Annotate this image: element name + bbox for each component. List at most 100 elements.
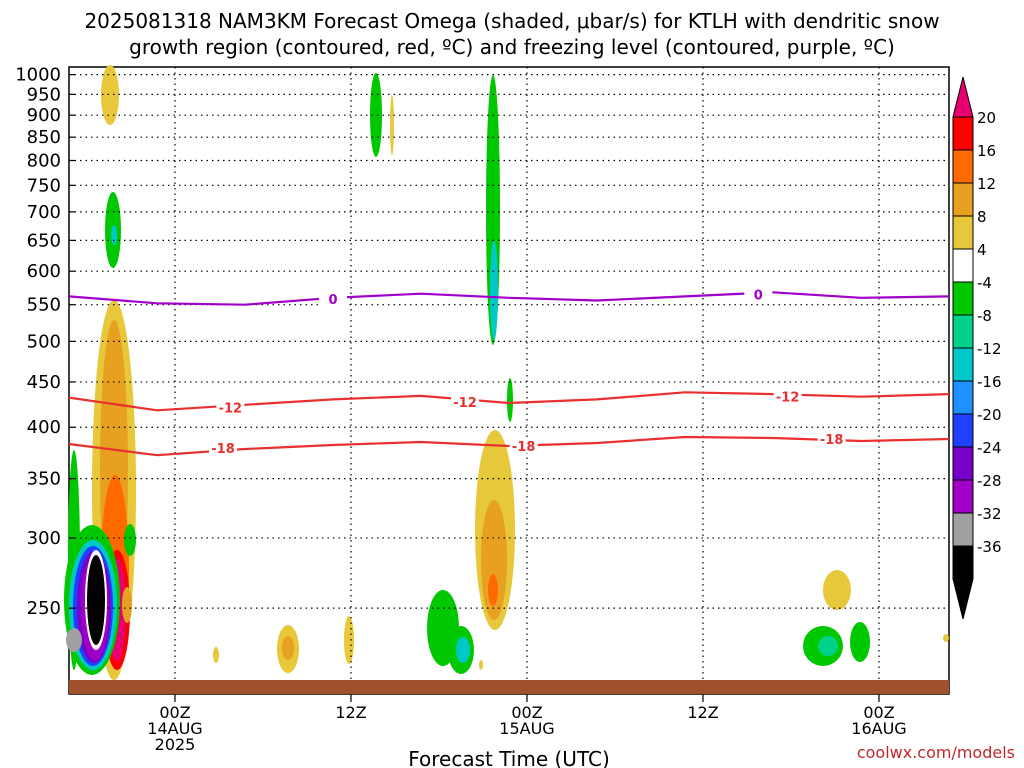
colorbar-label: -20 xyxy=(977,406,1002,424)
colorbar-segment xyxy=(952,380,974,415)
colorbar-label: -8 xyxy=(977,307,992,325)
y-tick-label: 450 xyxy=(27,372,61,393)
colorbar-label: 12 xyxy=(977,175,996,193)
colorbar-segment xyxy=(952,413,974,448)
colorbar-label: 4 xyxy=(977,241,987,259)
colorbar-label: 16 xyxy=(977,142,996,160)
x-tick-label: 12Z xyxy=(687,703,718,722)
contour-label-bg xyxy=(216,399,245,415)
omega-cell xyxy=(490,240,498,340)
colorbar-segment xyxy=(952,281,974,316)
contour-label: -18 xyxy=(211,442,235,457)
y-tick-label: 950 xyxy=(27,84,61,105)
colorbar-label: 8 xyxy=(977,208,987,226)
contour-label-bg xyxy=(773,388,802,404)
colorbar-segment xyxy=(952,182,974,217)
y-tick-labels: 2503003504004505005506006507007508008509… xyxy=(15,65,61,620)
omega-cell xyxy=(282,636,294,660)
y-tick-label: 550 xyxy=(27,295,61,316)
x-tick-label: 2025 xyxy=(155,735,196,754)
omega-cell xyxy=(479,660,483,670)
x-tick-label: 12Z xyxy=(335,703,366,722)
colorbar: 20 16 12 8 4 -4 -8 -12 -16 -20 -24 -28 -32 -36 xyxy=(952,76,1002,620)
y-tick-label: 750 xyxy=(27,175,61,196)
omega-shading xyxy=(64,65,949,680)
y-tick-label: 300 xyxy=(27,528,61,549)
y-tick-label: 250 xyxy=(27,598,61,619)
ground-surface xyxy=(69,680,949,694)
omega-cell xyxy=(818,636,838,656)
y-tick-label: 600 xyxy=(27,261,61,282)
contour-label: -12 xyxy=(776,391,800,406)
colorbar-label: -12 xyxy=(977,340,1002,358)
omega-cell xyxy=(850,622,870,662)
contour-0 xyxy=(68,291,950,306)
omega-cell xyxy=(344,616,354,664)
contour--12 xyxy=(68,391,950,412)
omega-cell xyxy=(823,570,851,610)
colorbar-segment xyxy=(952,149,974,184)
omega-cell xyxy=(943,634,949,642)
omega-cell xyxy=(488,574,498,606)
colorbar-label: -24 xyxy=(977,439,1002,457)
colorbar-label: -4 xyxy=(977,274,992,292)
y-tick-label: 850 xyxy=(27,127,61,148)
colorbar-segment xyxy=(952,248,974,283)
y-tick-label: 800 xyxy=(27,150,61,171)
colorbar-top-arrow xyxy=(952,76,974,118)
colorbar-segment xyxy=(952,545,974,580)
omega-cell xyxy=(213,647,219,663)
omega-cell xyxy=(507,378,513,422)
gridlines xyxy=(69,67,949,702)
omega-cell xyxy=(111,225,117,245)
colorbar-segment xyxy=(952,479,974,514)
x-tick-label: 00Z xyxy=(511,703,542,722)
omega-cell xyxy=(390,95,394,155)
colorbar-label: -36 xyxy=(977,538,1002,556)
omega-cell xyxy=(124,524,136,556)
omega-cell xyxy=(101,65,119,125)
contour-label-bg xyxy=(319,291,347,307)
colorbar-label: -32 xyxy=(977,505,1002,523)
colorbar-segment xyxy=(952,314,974,349)
colorbar-label: -28 xyxy=(977,472,1002,490)
contour-label: -12 xyxy=(219,402,243,417)
x-tick-label: 16AUG xyxy=(851,719,906,738)
x-tick-label: 00Z xyxy=(863,703,894,722)
contour-label-bg xyxy=(744,286,773,302)
contour-label: 0 xyxy=(754,288,763,303)
colorbar-label: -16 xyxy=(977,373,1002,391)
x-tick-label: 00Z xyxy=(159,703,190,722)
contour-label: -18 xyxy=(820,433,844,448)
credit-text: coolwx.com/models xyxy=(857,743,1015,762)
omega-cell xyxy=(87,555,105,645)
colorbar-bottom-arrow xyxy=(952,578,974,620)
x-tick-label: 15AUG xyxy=(499,719,554,738)
omega-cell xyxy=(122,587,132,623)
omega-cell xyxy=(370,73,382,157)
y-tick-label: 650 xyxy=(27,230,61,251)
colorbar-segment xyxy=(952,347,974,382)
colorbar-segment xyxy=(952,512,974,547)
y-tick-label: 350 xyxy=(27,469,61,490)
colorbar-label: 20 xyxy=(977,109,996,127)
contour-label: -18 xyxy=(512,440,536,455)
colorbar-segment xyxy=(952,215,974,250)
y-tick-label: 900 xyxy=(27,105,61,126)
contour-label: -12 xyxy=(453,396,477,411)
y-tick-label: 700 xyxy=(27,202,61,223)
contour-label: 0 xyxy=(328,293,337,308)
omega-cell xyxy=(456,637,470,663)
temperature-contours: -18 -18 -18 -12 -12 -12 0 0 xyxy=(68,286,950,457)
contour-label-bg xyxy=(451,394,479,410)
colorbar-segment xyxy=(952,446,974,481)
chart-title-line-1: 2025081318 NAM3KM Forecast Omega (shaded… xyxy=(84,9,939,33)
x-axis-label: Forecast Time (UTC) xyxy=(408,747,610,768)
y-tick-label: 500 xyxy=(27,331,61,352)
omega-cell xyxy=(66,628,82,652)
y-tick-label: 1000 xyxy=(15,65,61,86)
y-tick-label: 400 xyxy=(27,417,61,438)
contour-label-bg xyxy=(209,440,237,456)
